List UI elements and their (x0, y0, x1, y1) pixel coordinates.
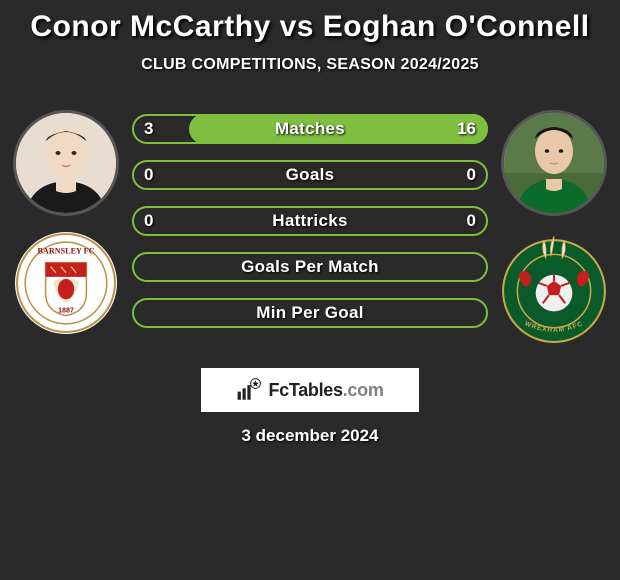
player-right-avatar (501, 110, 607, 216)
branding-badge: FcTables.com (201, 368, 419, 412)
stat-bars: 3 Matches 16 0 Goals 0 0 Hattricks 0 (132, 110, 488, 328)
fctables-logo-icon (236, 377, 262, 403)
branding-suffix: .com (343, 380, 384, 400)
right-column: WREXHAM AFC (496, 110, 612, 344)
svg-text:BARNSLEY FC: BARNSLEY FC (37, 246, 94, 255)
stat-right-value: 0 (467, 211, 476, 231)
stat-label: Hattricks (272, 211, 347, 231)
branding-text: FcTables.com (268, 380, 383, 401)
stat-row-goals: 0 Goals 0 (132, 160, 488, 190)
stat-row-min-per-goal: Min per goal (132, 298, 488, 328)
stat-row-goals-per-match: Goals per match (132, 252, 488, 282)
stat-label: Goals (286, 165, 335, 185)
svg-text:1887: 1887 (58, 307, 74, 315)
stat-label: Min per goal (256, 303, 364, 323)
left-column: BARNSLEY FC 1887 (8, 110, 124, 334)
stat-label: Goals per match (241, 257, 379, 277)
stat-right-value: 0 (467, 165, 476, 185)
wrexham-crest-icon: WREXHAM AFC (498, 232, 610, 344)
avatar-placeholder-icon (16, 113, 116, 213)
stat-row-matches: 3 Matches 16 (132, 114, 488, 144)
club-left-crest: BARNSLEY FC 1887 (15, 232, 117, 334)
branding-name: FcTables (268, 380, 342, 400)
date-text: 3 december 2024 (8, 426, 612, 446)
player-left-avatar (13, 110, 119, 216)
comparison-card: Conor McCarthy vs Eoghan O'Connell Club … (0, 0, 620, 456)
main-row: BARNSLEY FC 1887 3 Matches 16 (8, 110, 612, 344)
page-title: Conor McCarthy vs Eoghan O'Connell (8, 10, 612, 44)
stat-row-hattricks: 0 Hattricks 0 (132, 206, 488, 236)
stat-label: Matches (275, 119, 345, 139)
stat-right-value: 16 (457, 119, 476, 139)
stat-left-value: 0 (144, 165, 153, 185)
stat-left-value: 0 (144, 211, 153, 231)
avatar-placeholder-icon (504, 113, 604, 213)
barnsley-crest-icon: BARNSLEY FC 1887 (15, 232, 117, 334)
stat-left-value: 3 (144, 119, 153, 139)
subtitle: Club competitions, Season 2024/2025 (8, 56, 612, 74)
club-right-crest: WREXHAM AFC (498, 232, 610, 344)
